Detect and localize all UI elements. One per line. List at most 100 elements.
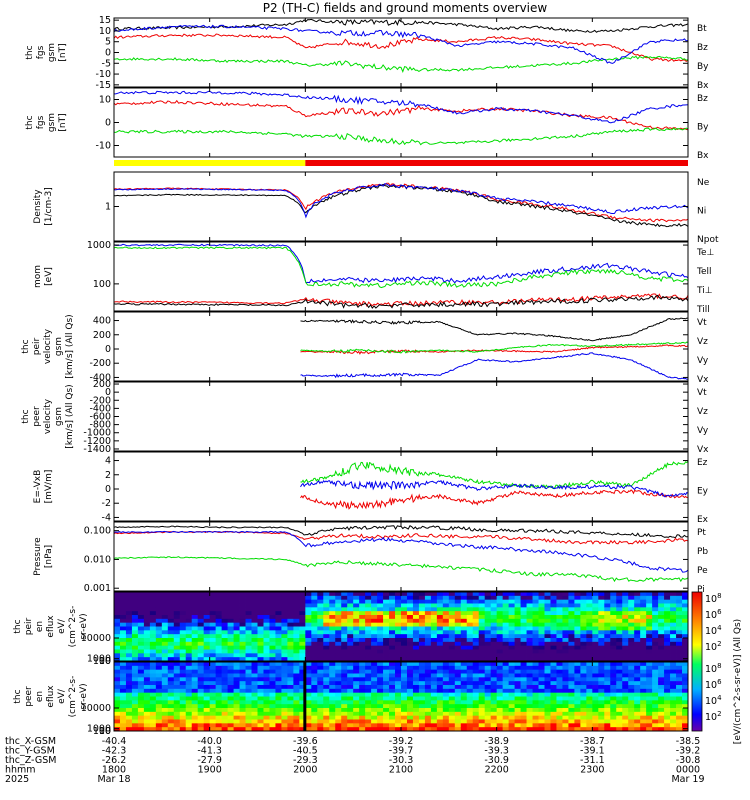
spectrogram-cell (646, 622, 653, 627)
spectrogram-cell (658, 715, 665, 720)
spectrogram-cell (628, 715, 635, 720)
spectrogram-cell (598, 630, 605, 635)
spectrogram-cell (502, 657, 510, 662)
spectrogram-cell (245, 692, 252, 697)
spectrogram-cell (341, 607, 348, 612)
spectrogram-cell (592, 611, 599, 616)
spectrogram-cell (317, 626, 324, 631)
spectrogram-cell (341, 681, 348, 686)
spectrogram-cell (538, 599, 545, 604)
spectrogram-cell (137, 630, 145, 635)
spectrogram-cell (520, 700, 527, 705)
spectrogram-cell (658, 626, 665, 631)
spectrogram-cell (203, 711, 211, 717)
spectrogram-cell (257, 662, 264, 667)
spectrogram-cell (532, 638, 539, 643)
spectrogram-cell (209, 638, 217, 643)
spectrogram-cell (502, 649, 510, 654)
spectrogram-cell (215, 677, 223, 682)
spectrogram-cell (401, 700, 408, 705)
y-axis-label-line: en (35, 621, 45, 632)
spectrogram-cell (167, 645, 175, 650)
spectrogram-cell (556, 638, 563, 643)
spectrogram-cell (359, 673, 366, 678)
spectrogram-cell (526, 669, 533, 674)
spectrogram-cell (209, 727, 217, 732)
spectrogram-cell (502, 607, 510, 612)
spectrogram-cell (538, 615, 545, 620)
spectrogram-cell (257, 704, 264, 709)
spectrogram-cell (502, 622, 510, 627)
spectrogram-cell (664, 715, 671, 720)
spectrogram-cell (682, 634, 689, 639)
spectrogram-cell (239, 719, 246, 724)
spectrogram-cell (263, 599, 270, 604)
spectrogram-cell (311, 665, 318, 671)
spectrogram-cell (353, 618, 360, 624)
spectrogram-cell (550, 595, 557, 601)
spectrogram-cell (383, 708, 390, 713)
spectrogram-cell (125, 669, 133, 674)
spectrogram-cell (209, 723, 217, 728)
spectrogram-cell (335, 711, 342, 717)
spectrogram-cell (646, 618, 653, 624)
spectrogram-cell (442, 681, 450, 686)
spectrogram-cell (604, 634, 611, 639)
spectrogram-cell (114, 645, 121, 650)
spectrogram-cell (430, 641, 438, 647)
spectrogram-cell (119, 692, 127, 697)
spectrogram-cell (478, 618, 486, 624)
spectrogram-cell (233, 727, 240, 732)
spectrogram-cell (245, 700, 252, 705)
spectrogram-cell (562, 607, 569, 612)
spectrogram-cell (383, 688, 390, 694)
spectrogram-cell (263, 595, 270, 601)
y-tick-label: 2 (105, 470, 111, 481)
spectrogram-cell (305, 715, 312, 720)
spectrogram-cell (149, 641, 157, 647)
series-line-density-2 (113, 183, 689, 219)
spectrogram-cell (472, 607, 480, 612)
spectrogram-cell (556, 630, 563, 635)
spectrogram-cell (430, 692, 438, 697)
spectrogram-cell (203, 715, 211, 720)
spectrogram-cell (496, 700, 504, 705)
spectrogram-cell (526, 723, 533, 728)
spectrogram-cell (676, 657, 683, 662)
spectrogram-cell (406, 599, 414, 604)
spectrogram-cell (424, 704, 432, 709)
spectrogram-cell (287, 719, 294, 724)
spectrogram-cell (436, 681, 444, 686)
series-line-peir-velocity-0 (300, 317, 688, 342)
spectrogram-cell (676, 669, 683, 674)
spectrogram-cell (526, 641, 533, 647)
spectrogram-cell (251, 607, 258, 612)
spectrogram-cell (448, 711, 456, 717)
spectrogram-cell (448, 719, 456, 724)
spectrogram-cell (251, 592, 258, 597)
spectrogram-cell (263, 681, 270, 686)
spectrogram-cell (640, 662, 647, 667)
spectrogram-cell (592, 711, 599, 717)
spectrogram-cell (353, 615, 360, 620)
spectrogram-cell (401, 641, 408, 647)
spectrogram-cell (484, 618, 492, 624)
spectrogram-cell (562, 662, 569, 667)
spectrogram-cell (568, 673, 575, 678)
spectrogram-cell (137, 677, 145, 682)
spectrogram-cell (496, 618, 504, 624)
spectrogram-cell (676, 715, 683, 720)
spectrogram-cell (592, 603, 599, 608)
spectrogram-cell (203, 615, 211, 620)
spectrogram-cell (149, 603, 157, 608)
spectrogram-cell (658, 653, 665, 658)
spectrogram-cell (114, 711, 121, 717)
spectrogram-cell (442, 653, 450, 658)
spectrogram-cell (652, 630, 659, 635)
y-tick-label: -10 (95, 141, 111, 152)
spectrogram-cell (646, 688, 653, 694)
spectrogram-cell (634, 673, 641, 678)
spectrogram-cell (424, 692, 432, 697)
